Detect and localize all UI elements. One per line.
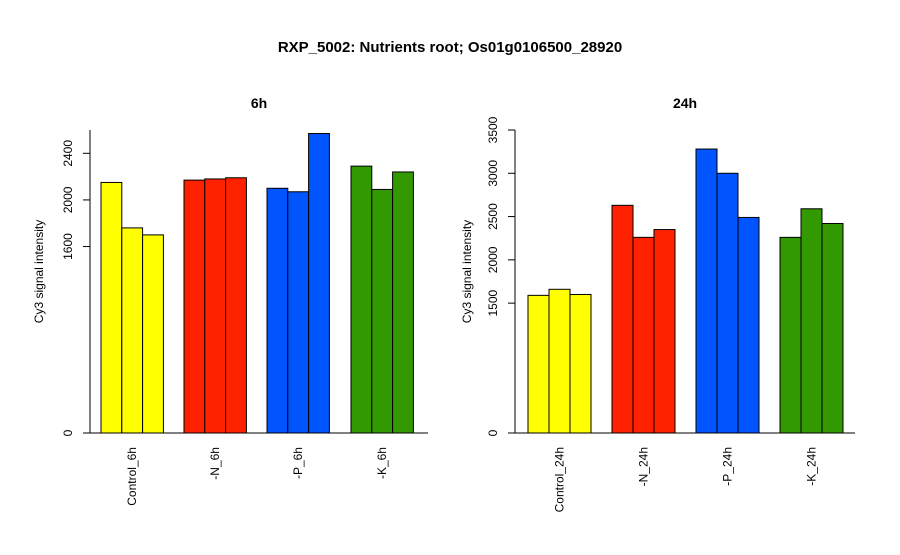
category-label: -N_24h — [637, 447, 651, 486]
bar — [204, 178, 227, 434]
y-axis-label: Cy3 signal intensity — [460, 220, 474, 323]
bar — [121, 227, 144, 434]
bar — [716, 172, 739, 434]
y-tick-label: 3500 — [486, 116, 500, 143]
y-tick-label: 1600 — [61, 233, 75, 260]
bar — [287, 191, 310, 434]
bar — [183, 179, 206, 434]
bar — [371, 188, 394, 434]
y-tick-label: 2000 — [61, 186, 75, 213]
bar — [695, 148, 718, 434]
y-tick-label: 0 — [486, 429, 500, 436]
bar — [350, 165, 373, 434]
bar — [392, 171, 414, 434]
y-tick-label: 1500 — [486, 289, 500, 316]
y-tick-label: 2500 — [486, 203, 500, 230]
y-tick-label: 3000 — [486, 160, 500, 187]
bar — [779, 236, 802, 434]
category-label: -K_6h — [375, 447, 389, 479]
category-label: -P_24h — [721, 447, 735, 486]
bar — [308, 132, 330, 434]
bar — [737, 216, 760, 434]
bar — [569, 293, 592, 434]
category-label: Control_24h — [553, 447, 567, 512]
bar — [653, 229, 676, 434]
bar — [142, 234, 164, 434]
bar — [800, 208, 823, 434]
bar — [266, 187, 289, 434]
figure-title: RXP_5002: Nutrients root; Os01g0106500_2… — [277, 39, 623, 56]
bar — [548, 288, 571, 434]
category-label: Control_6h — [125, 447, 139, 506]
y-tick-label: 2400 — [61, 140, 75, 167]
bar — [632, 236, 655, 434]
category-label: -P_6h — [291, 447, 305, 479]
bar — [821, 222, 844, 434]
panel-title: 24h — [673, 95, 697, 111]
bar — [527, 294, 550, 434]
y-tick-label: 2000 — [486, 246, 500, 273]
bar — [100, 181, 123, 434]
category-label: -K_24h — [805, 447, 819, 486]
category-label: -N_6h — [208, 447, 222, 480]
y-axis-label: Cy3 signal intensity — [32, 220, 46, 323]
bar — [225, 177, 247, 434]
y-tick-label: 0 — [61, 429, 75, 436]
panel-title: 6h — [251, 95, 267, 111]
bar — [611, 204, 634, 434]
